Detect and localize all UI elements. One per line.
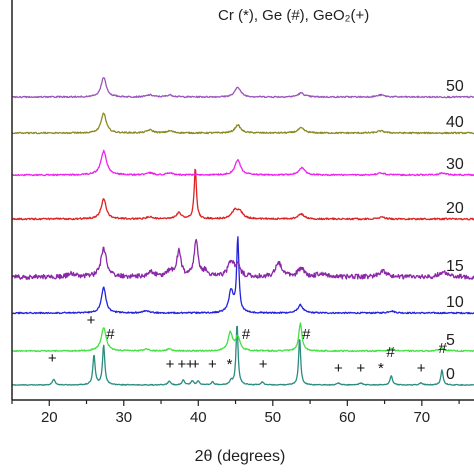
x-tick-label: 70 [413, 409, 430, 426]
series-line-50 [11, 77, 474, 99]
series-line-5 [11, 322, 474, 353]
x-axis-label: 2θ (degrees) [195, 448, 286, 465]
series-line-20 [11, 168, 474, 221]
phase-marker: + [87, 312, 96, 329]
series-label-30: 30 [446, 156, 464, 173]
series-label-5: 5 [446, 332, 455, 349]
phase-marker: + [356, 360, 365, 377]
phase-marker: * [378, 360, 384, 377]
series-label-50: 50 [446, 78, 464, 95]
x-tick-label: 50 [264, 409, 281, 426]
series-line-0 [11, 325, 474, 386]
phase-marker: + [208, 356, 217, 373]
x-tick-label: 20 [41, 409, 58, 426]
series-line-15 [11, 238, 474, 280]
series-label-40: 40 [446, 114, 464, 131]
legend-text: Cr (*), Ge (#), GeO₂(+) [218, 7, 369, 24]
series-label-15: 15 [446, 258, 464, 275]
offset-labels: 0 5 10 15 20 30 40 50 [446, 78, 464, 383]
phase-marker: # [242, 326, 251, 343]
series-line-30 [11, 149, 474, 177]
phase-marker: + [191, 356, 200, 373]
phase-marker: # [386, 344, 395, 361]
phase-marker: # [302, 326, 311, 343]
x-tick-label: 60 [339, 409, 356, 426]
phase-marker: + [417, 360, 426, 377]
axes-layer: 20 30 40 50 60 70 [11, 0, 474, 426]
x-tick-label: 40 [190, 409, 207, 426]
phase-marker: + [186, 356, 195, 373]
series-label-10: 10 [446, 294, 464, 311]
phase-marker: + [48, 350, 57, 367]
phase-marker: + [334, 360, 343, 377]
annotation-layer: ++#+ + ++ + *#+#+ + *#+# [48, 312, 448, 377]
series-label-0: 0 [446, 366, 455, 383]
series-line-40 [11, 112, 474, 135]
phase-marker: + [259, 356, 268, 373]
phase-marker: # [106, 326, 115, 343]
phase-marker: * [227, 356, 233, 373]
series-line-10 [11, 236, 474, 315]
x-tick-label: 30 [115, 409, 132, 426]
phase-marker: + [166, 356, 175, 373]
series-label-20: 20 [446, 200, 464, 217]
phase-marker: + [178, 356, 187, 373]
series-layer [11, 77, 474, 386]
phase-marker: # [439, 340, 448, 357]
